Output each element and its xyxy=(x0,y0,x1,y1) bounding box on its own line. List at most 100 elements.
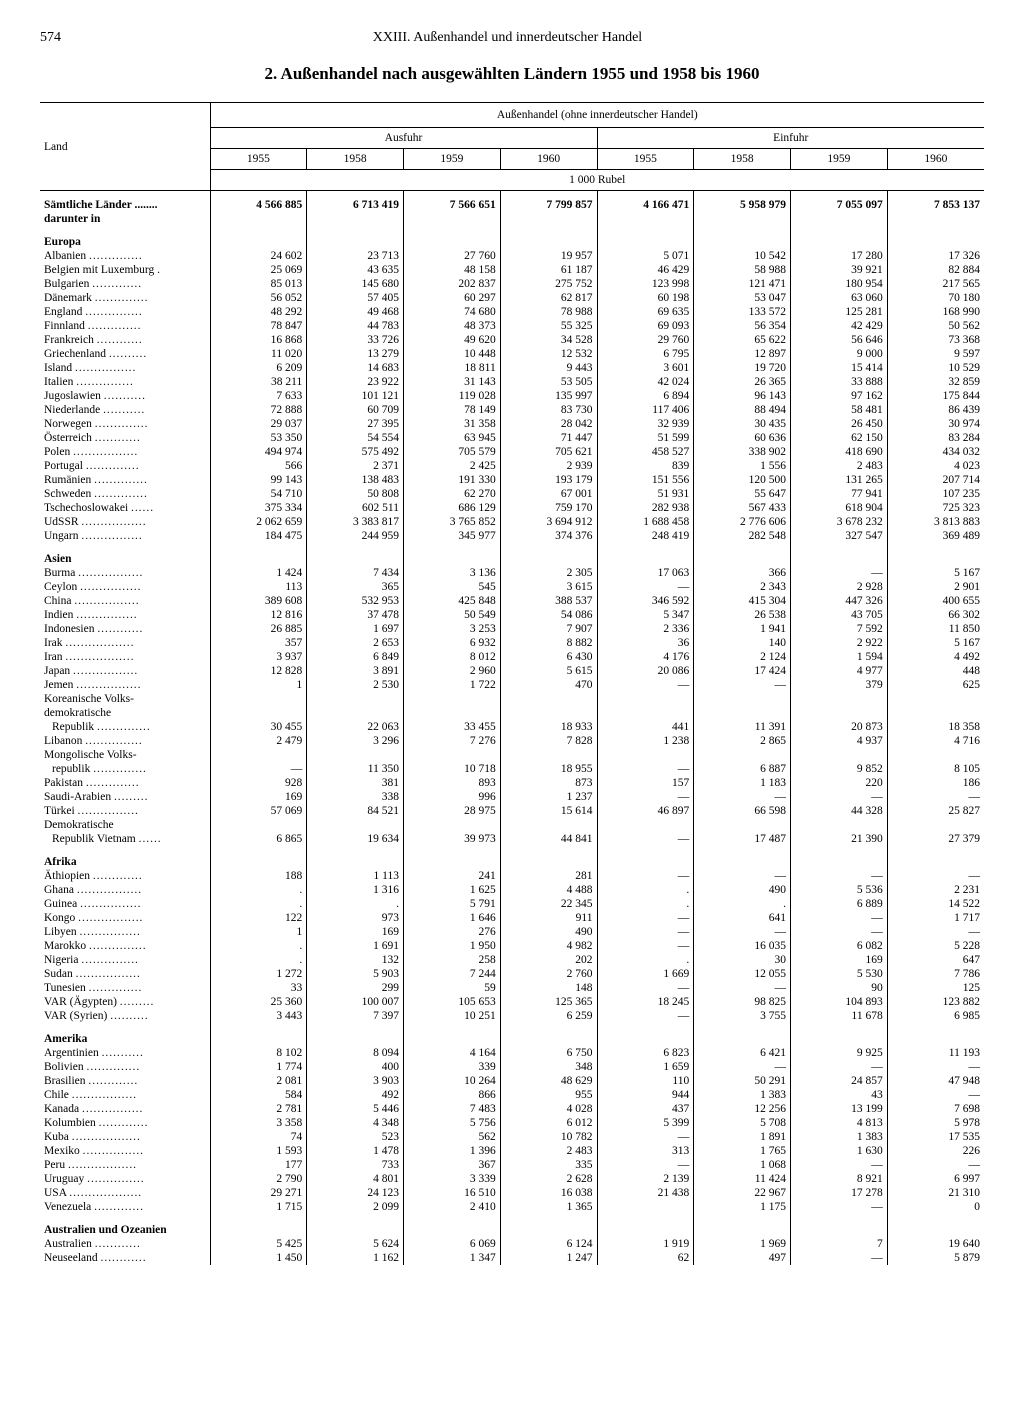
table-row: Finnland . . . . . . . . . . . . . . 78 … xyxy=(40,319,984,333)
value-cell: 1 715 xyxy=(210,1200,307,1214)
value-cell: 17 278 xyxy=(791,1186,888,1200)
value-cell: 51 931 xyxy=(597,487,694,501)
value-cell: 602 511 xyxy=(307,501,404,515)
value-cell: 8 012 xyxy=(404,650,501,664)
value-cell: 4 716 xyxy=(887,734,984,748)
table-row: Libanon . . . . . . . . . . . . . . . 2 … xyxy=(40,734,984,748)
value-cell: 107 235 xyxy=(887,487,984,501)
value-cell: 955 xyxy=(500,1088,597,1102)
row-label: Pakistan . . . . . . . . . . . . . . xyxy=(40,776,210,790)
value-cell: 490 xyxy=(500,925,597,939)
row-label: Tschechoslowakei . . . . . . xyxy=(40,501,210,515)
value-cell: 3 903 xyxy=(307,1074,404,1088)
value-cell: 1 691 xyxy=(307,939,404,953)
value-cell: 3 383 817 xyxy=(307,515,404,529)
value-cell: 1 941 xyxy=(694,622,791,636)
value-cell: 71 447 xyxy=(500,431,597,445)
trade-table: Land Außenhandel (ohne innerdeutscher Ha… xyxy=(40,102,984,1265)
value-cell xyxy=(791,748,888,762)
value-cell: 11 193 xyxy=(887,1046,984,1060)
row-label: Irak . . . . . . . . . . . . . . . . . . xyxy=(40,636,210,650)
table-row: Sudan . . . . . . . . . . . . . . . . . … xyxy=(40,967,984,981)
value-cell: 132 xyxy=(307,953,404,967)
value-cell: 379 xyxy=(791,678,888,692)
value-cell: 193 179 xyxy=(500,473,597,487)
value-cell: 122 xyxy=(210,911,307,925)
value-cell: 135 997 xyxy=(500,389,597,403)
value-cell: 10 542 xyxy=(694,249,791,263)
value-cell: 29 271 xyxy=(210,1186,307,1200)
value-cell: 62 xyxy=(597,1251,694,1265)
value-cell: 188 xyxy=(210,869,307,883)
value-cell: 625 xyxy=(887,678,984,692)
value-cell: 62 150 xyxy=(791,431,888,445)
value-cell: 3 755 xyxy=(694,1009,791,1023)
row-label: Republik . . . . . . . . . . . . . . xyxy=(40,720,210,734)
row-label: Italien . . . . . . . . . . . . . . . xyxy=(40,375,210,389)
table-title: 2. Außenhandel nach ausgewählten Ländern… xyxy=(40,64,984,84)
value-cell: 184 475 xyxy=(210,529,307,543)
value-cell: 17 063 xyxy=(597,566,694,580)
row-label: Kanada . . . . . . . . . . . . . . . . xyxy=(40,1102,210,1116)
value-cell: 1 646 xyxy=(404,911,501,925)
value-cell: 6 894 xyxy=(597,389,694,403)
value-cell: 46 429 xyxy=(597,263,694,277)
value-cell xyxy=(694,212,791,226)
value-cell xyxy=(791,706,888,720)
value-cell: — xyxy=(791,566,888,580)
value-cell: 53 505 xyxy=(500,375,597,389)
value-cell: 60 709 xyxy=(307,403,404,417)
row-label: Finnland . . . . . . . . . . . . . . xyxy=(40,319,210,333)
value-cell: 4 488 xyxy=(500,883,597,897)
value-cell: 3 253 xyxy=(404,622,501,636)
value-cell: 21 390 xyxy=(791,832,888,846)
table-row: Österreich . . . . . . . . . . . . 53 35… xyxy=(40,431,984,445)
row-label: Kongo . . . . . . . . . . . . . . . . . xyxy=(40,911,210,925)
value-cell: 497 xyxy=(694,1251,791,1265)
value-cell: 335 xyxy=(500,1158,597,1172)
value-cell: 873 xyxy=(500,776,597,790)
value-cell: 11 391 xyxy=(694,720,791,734)
value-cell: 62 817 xyxy=(500,291,597,305)
chapter-title: XXIII. Außenhandel und innerdeutscher Ha… xyxy=(61,30,954,46)
value-cell: — xyxy=(887,1158,984,1172)
value-cell: 6 865 xyxy=(210,832,307,846)
value-cell: 1 183 xyxy=(694,776,791,790)
value-cell xyxy=(307,748,404,762)
value-cell: 38 211 xyxy=(210,375,307,389)
value-cell: 33 xyxy=(210,981,307,995)
value-cell: 7 xyxy=(791,1237,888,1251)
value-cell xyxy=(791,212,888,226)
value-cell xyxy=(500,692,597,706)
value-cell: 58 481 xyxy=(791,403,888,417)
table-row: Peru . . . . . . . . . . . . . . . . . .… xyxy=(40,1158,984,1172)
value-cell: 275 752 xyxy=(500,277,597,291)
value-cell: 1 238 xyxy=(597,734,694,748)
table-row: Kongo . . . . . . . . . . . . . . . . . … xyxy=(40,911,984,925)
row-label: Japan . . . . . . . . . . . . . . . . . xyxy=(40,664,210,678)
value-cell: 2 425 xyxy=(404,459,501,473)
table-row: Tschechoslowakei . . . . . . 375 334602 … xyxy=(40,501,984,515)
value-cell: 458 527 xyxy=(597,445,694,459)
year-header: 1959 xyxy=(791,149,888,170)
value-cell: 5 228 xyxy=(887,939,984,953)
value-cell: 2 062 659 xyxy=(210,515,307,529)
value-cell: 69 093 xyxy=(597,319,694,333)
value-cell: — xyxy=(791,1158,888,1172)
value-cell: 6 069 xyxy=(404,1237,501,1251)
value-cell: 1 697 xyxy=(307,622,404,636)
value-cell: 5 167 xyxy=(887,636,984,650)
value-cell: 1 478 xyxy=(307,1144,404,1158)
value-cell: 16 868 xyxy=(210,333,307,347)
value-cell: 647 xyxy=(887,953,984,967)
value-cell: 4 164 xyxy=(404,1046,501,1060)
table-row: UdSSR . . . . . . . . . . . . . . . . . … xyxy=(40,515,984,529)
value-cell: 191 330 xyxy=(404,473,501,487)
value-cell: — xyxy=(210,762,307,776)
value-cell: 6 259 xyxy=(500,1009,597,1023)
table-row: Australien . . . . . . . . . . . . 5 425… xyxy=(40,1237,984,1251)
value-cell: 1 xyxy=(210,678,307,692)
value-cell: 145 680 xyxy=(307,277,404,291)
value-cell: 46 897 xyxy=(597,804,694,818)
value-cell: 4 982 xyxy=(500,939,597,953)
